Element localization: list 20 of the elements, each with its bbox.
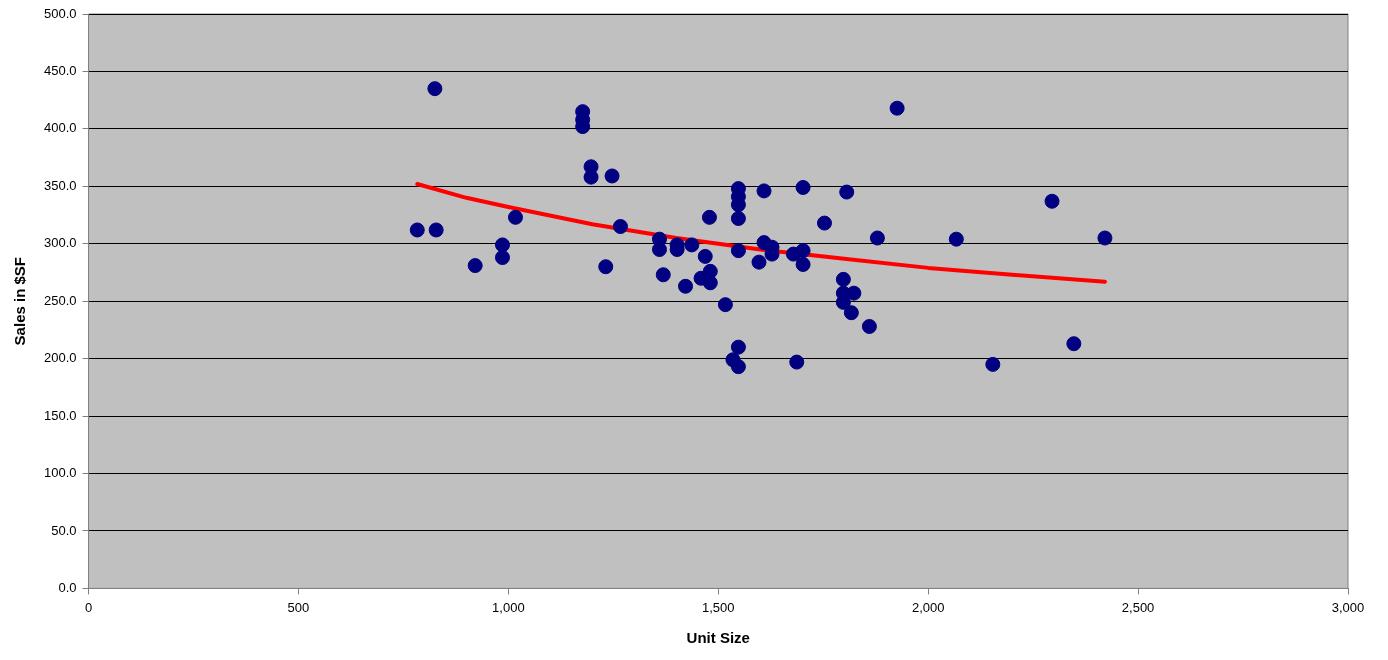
y-tick-label: 150.0 bbox=[43, 407, 77, 423]
y-tick-label: 350.0 bbox=[43, 177, 77, 193]
y-tick-label: 300.0 bbox=[43, 235, 77, 251]
y-tick-label: 450.0 bbox=[43, 63, 77, 79]
x-tick-label: 2,000 bbox=[911, 599, 945, 615]
y-tick-label: 50.0 bbox=[51, 522, 77, 538]
y-tick-label: 500.0 bbox=[43, 5, 77, 21]
y-tick-label: 0.0 bbox=[58, 579, 77, 595]
x-tick-label: 2,500 bbox=[1121, 599, 1155, 615]
x-tick-label: 500 bbox=[287, 599, 310, 615]
y-tick-label: 250.0 bbox=[43, 292, 77, 308]
y-tick-label: 400.0 bbox=[43, 120, 77, 136]
x-tick-label: 1,500 bbox=[701, 599, 735, 615]
x-tick-label: 0 bbox=[84, 599, 93, 615]
x-tick-label: 1,000 bbox=[492, 599, 525, 615]
y-tick-label: 200.0 bbox=[43, 350, 77, 366]
y-tick-label: 100.0 bbox=[43, 465, 77, 481]
y-axis-title: Sales in $SF bbox=[11, 257, 29, 346]
x-tick-label: 3,000 bbox=[1331, 599, 1365, 615]
x-axis-title: Unit Size bbox=[686, 629, 750, 647]
